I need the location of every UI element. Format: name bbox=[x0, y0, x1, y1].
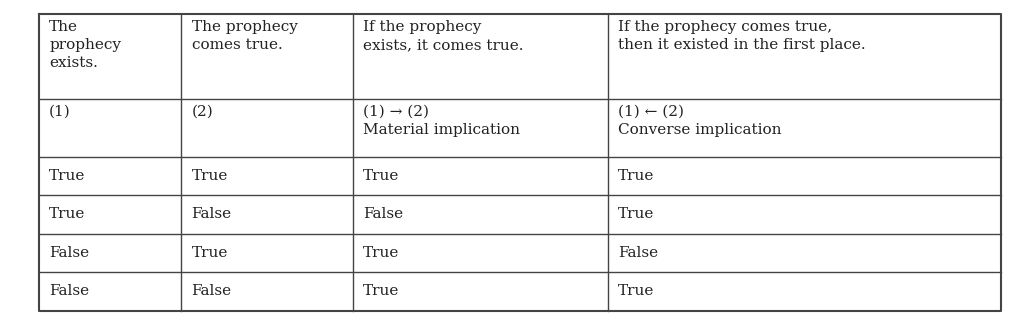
Text: The prophecy
comes true.: The prophecy comes true. bbox=[191, 20, 298, 52]
Text: False: False bbox=[618, 246, 658, 260]
Text: True: True bbox=[191, 246, 228, 260]
Text: True: True bbox=[49, 169, 86, 183]
Text: False: False bbox=[49, 246, 89, 260]
Text: True: True bbox=[618, 207, 654, 221]
Text: If the prophecy
exists, it comes true.: If the prophecy exists, it comes true. bbox=[362, 20, 523, 52]
Text: (1) → (2)
Material implication: (1) → (2) Material implication bbox=[362, 105, 520, 136]
Text: True: True bbox=[618, 284, 654, 299]
Text: True: True bbox=[49, 207, 86, 221]
Text: (1): (1) bbox=[49, 105, 71, 119]
Text: False: False bbox=[191, 207, 231, 221]
Text: The
prophecy
exists.: The prophecy exists. bbox=[49, 20, 121, 70]
Text: (1) ← (2)
Converse implication: (1) ← (2) Converse implication bbox=[618, 105, 781, 136]
Text: If the prophecy comes true,
then it existed in the first place.: If the prophecy comes true, then it exis… bbox=[618, 20, 865, 52]
Text: True: True bbox=[618, 169, 654, 183]
Text: False: False bbox=[191, 284, 231, 299]
Text: True: True bbox=[191, 169, 228, 183]
Text: False: False bbox=[362, 207, 403, 221]
Text: True: True bbox=[362, 246, 399, 260]
Text: True: True bbox=[362, 284, 399, 299]
Text: (2): (2) bbox=[191, 105, 213, 119]
Text: False: False bbox=[49, 284, 89, 299]
Text: True: True bbox=[362, 169, 399, 183]
